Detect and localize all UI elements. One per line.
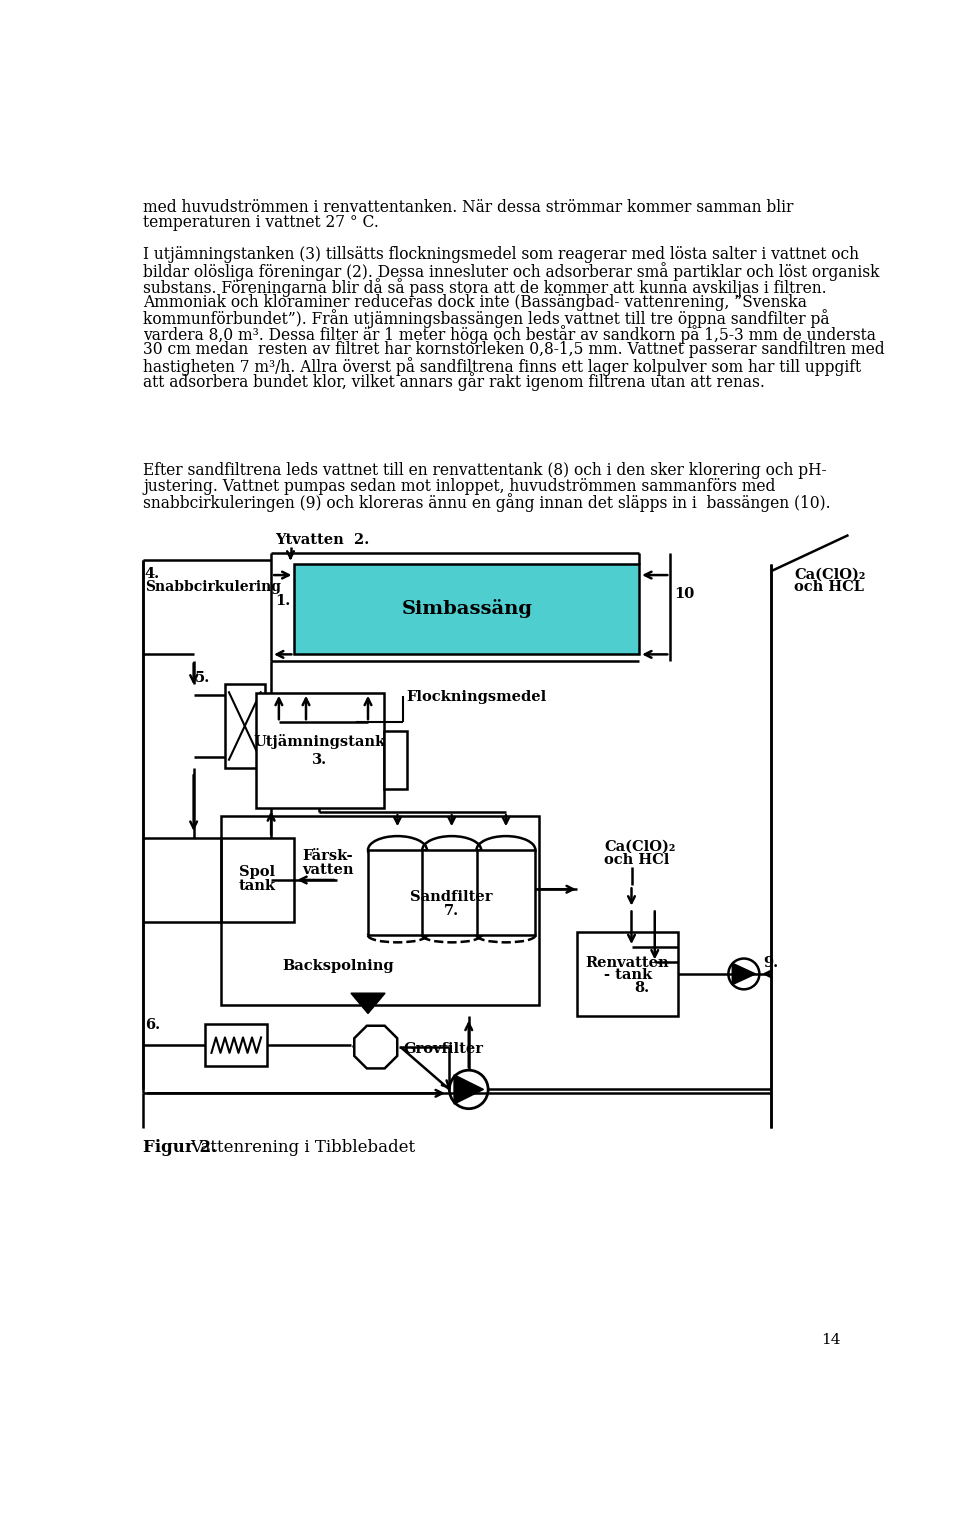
Text: hastigheten 7 m³/h. Allra överst på sandfiltrena finns ett lager kolpulver som h: hastigheten 7 m³/h. Allra överst på sand… [143,357,861,376]
Bar [476,850,536,936]
Text: 3.: 3. [312,753,327,766]
Text: I utjämningstanken (3) tillsätts flockningsmedel som reagerar med lösta salter i: I utjämningstanken (3) tillsätts flockni… [143,246,859,263]
Text: Ytvatten  2.: Ytvatten 2. [275,532,370,546]
Bar [221,816,540,1005]
Text: Utjämningstank: Utjämningstank [253,734,386,749]
Text: Figur 2.: Figur 2. [143,1139,217,1156]
Text: vatten: vatten [302,863,353,877]
Text: 14: 14 [821,1333,841,1347]
Text: 30 cm medan  resten av filtret har kornstorleken 0,8-1,5 mm. Vattnet passerar sa: 30 cm medan resten av filtret har kornst… [143,342,885,359]
Text: substans. Föreningarna blir då så pass stora att de kommer att kunna avskiljas i: substans. Föreningarna blir då så pass s… [143,279,827,297]
Text: Vattenrening i Tibblebadet: Vattenrening i Tibblebadet [190,1139,415,1156]
Text: Sandfilter: Sandfilter [411,890,492,903]
Text: 1.: 1. [275,594,290,608]
Text: och HCL: och HCL [794,580,864,594]
Bar [422,850,481,936]
Bar [383,731,407,790]
Text: Färsk-: Färsk- [302,850,352,863]
Text: Simbassäng: Simbassäng [401,600,532,619]
Text: Spol: Spol [239,865,276,879]
Text: 5.: 5. [195,671,210,685]
Text: temperaturen i vattnet 27 ° C.: temperaturen i vattnet 27 ° C. [143,214,379,231]
Text: 4.: 4. [145,568,160,582]
Text: 7.: 7. [444,903,459,917]
Text: snabbcirkuleringen (9) och kloreras ännu en gång innan det släpps in i  bassänge: snabbcirkuleringen (9) och kloreras ännu… [143,494,830,512]
Text: Efter sandfiltrena leds vattnet till en renvattentank (8) och i den sker kloreri: Efter sandfiltrena leds vattnet till en … [143,462,827,479]
Text: att adsorbera bundet klor, vilket annars går rakt igenom filtrena utan att renas: att adsorbera bundet klor, vilket annars… [143,372,765,391]
Text: Renvatten: Renvatten [586,956,669,970]
Text: 9.: 9. [763,956,779,970]
Bar [577,931,678,1016]
Text: bildar olösliga föreningar (2). Dessa innesluter och adsorberar små partiklar oc: bildar olösliga föreningar (2). Dessa in… [143,262,879,282]
Text: Ca(ClO)₂: Ca(ClO)₂ [605,839,676,853]
Bar [221,837,295,922]
Text: 6.: 6. [145,1017,160,1031]
Text: kommunförbundet”). Från utjämningsbassängen leds vattnet till tre öppna sandfilt: kommunförbundet”). Från utjämningsbassän… [143,309,829,328]
Bar [205,1023,267,1067]
Polygon shape [732,963,756,985]
Text: Ammoniak och kloraminer reduceras dock inte (Bassängbad- vattenrening, ”Svenska: Ammoniak och kloraminer reduceras dock i… [143,294,807,311]
Polygon shape [454,1074,484,1103]
Text: Grovfilter: Grovfilter [403,1042,483,1056]
Text: med huvudströmmen i renvattentanken. När dessa strömmar kommer samman blir: med huvudströmmen i renvattentanken. När… [143,199,794,215]
Text: justering. Vattnet pumpas sedan mot inloppet, huvudströmmen sammanförs med: justering. Vattnet pumpas sedan mot inlo… [143,477,776,494]
Text: tank: tank [239,879,276,893]
Polygon shape [351,993,385,1014]
Bar [368,850,427,936]
Bar [295,563,639,654]
Text: 10: 10 [674,586,694,600]
Text: vardera 8,0 m³. Dessa filter är 1 meter höga och består av sandkorn på 1,5-3 mm : vardera 8,0 m³. Dessa filter är 1 meter … [143,325,876,345]
Text: Ca(ClO)₂: Ca(ClO)₂ [794,568,866,582]
Bar [255,693,383,808]
Text: - tank: - tank [604,968,652,982]
Text: Backspolning: Backspolning [283,959,395,973]
Text: Snabbcirkulering: Snabbcirkulering [145,580,280,594]
Bar [225,683,265,768]
Text: Flockningsmedel: Flockningsmedel [407,689,547,703]
Text: och HCl: och HCl [605,853,670,866]
Text: 8.: 8. [634,980,649,994]
